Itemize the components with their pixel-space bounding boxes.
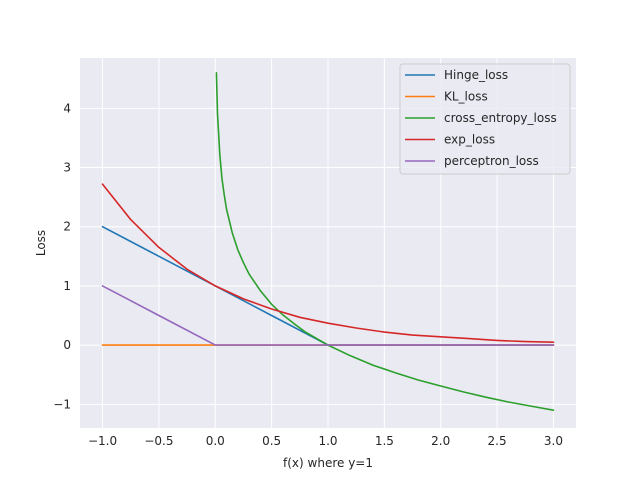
x-axis-label: f(x) where y=1: [283, 456, 373, 470]
legend-label: KL_loss: [444, 90, 488, 104]
x-tick-label: 2.0: [431, 434, 450, 448]
series-line-exp-loss: [101, 183, 555, 344]
x-tick-label: 1.0: [318, 434, 337, 448]
y-tick-label: 0: [63, 338, 71, 352]
legend-box: [399, 63, 571, 175]
legend: Hinge_loss KL_loss cross_entropy_loss exp_l…: [399, 63, 571, 175]
x-tick-label: 0.0: [206, 434, 225, 448]
x-tick-label: −1.0: [88, 434, 117, 448]
y-tick-label: 1: [63, 279, 71, 293]
series-line-cross-entropy-loss: [215, 72, 555, 412]
x-tick-label: 1.5: [375, 434, 394, 448]
x-tick-label: 0.5: [262, 434, 281, 448]
y-tick-label: 4: [63, 101, 71, 115]
y-axis-label: Loss: [34, 230, 48, 256]
x-tick-label: 3.0: [544, 434, 563, 448]
series-line-perceptron-loss: [101, 285, 555, 346]
y-tick-labels: −1 0 1 2 3 4: [53, 101, 71, 411]
legend-label: perceptron_loss: [444, 154, 539, 168]
x-tick-labels: −1.0 −0.5 0.0 0.5 1.0 1.5 2.0 2.5 3.0: [88, 434, 563, 448]
y-tick-label: 2: [63, 220, 71, 234]
series-lines: [101, 72, 555, 412]
y-tick-label: −1: [53, 397, 71, 411]
x-tick-label: 2.5: [488, 434, 507, 448]
legend-label: cross_entropy_loss: [444, 111, 557, 125]
y-tick-label: 3: [63, 161, 71, 175]
legend-label: Hinge_loss: [444, 68, 508, 82]
legend-label: exp_loss: [444, 133, 495, 147]
x-tick-label: −0.5: [144, 434, 173, 448]
